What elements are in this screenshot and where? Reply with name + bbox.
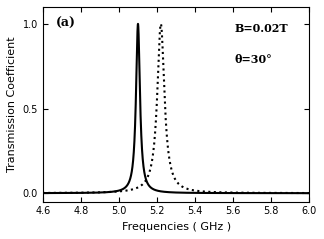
Text: B=0.02T: B=0.02T [235, 22, 288, 33]
Y-axis label: Transmission Coefficient: Transmission Coefficient [7, 37, 17, 172]
Text: θ=30°: θ=30° [235, 54, 272, 65]
Text: (a): (a) [56, 17, 76, 30]
X-axis label: Frequencies ( GHz ): Frequencies ( GHz ) [122, 222, 231, 232]
